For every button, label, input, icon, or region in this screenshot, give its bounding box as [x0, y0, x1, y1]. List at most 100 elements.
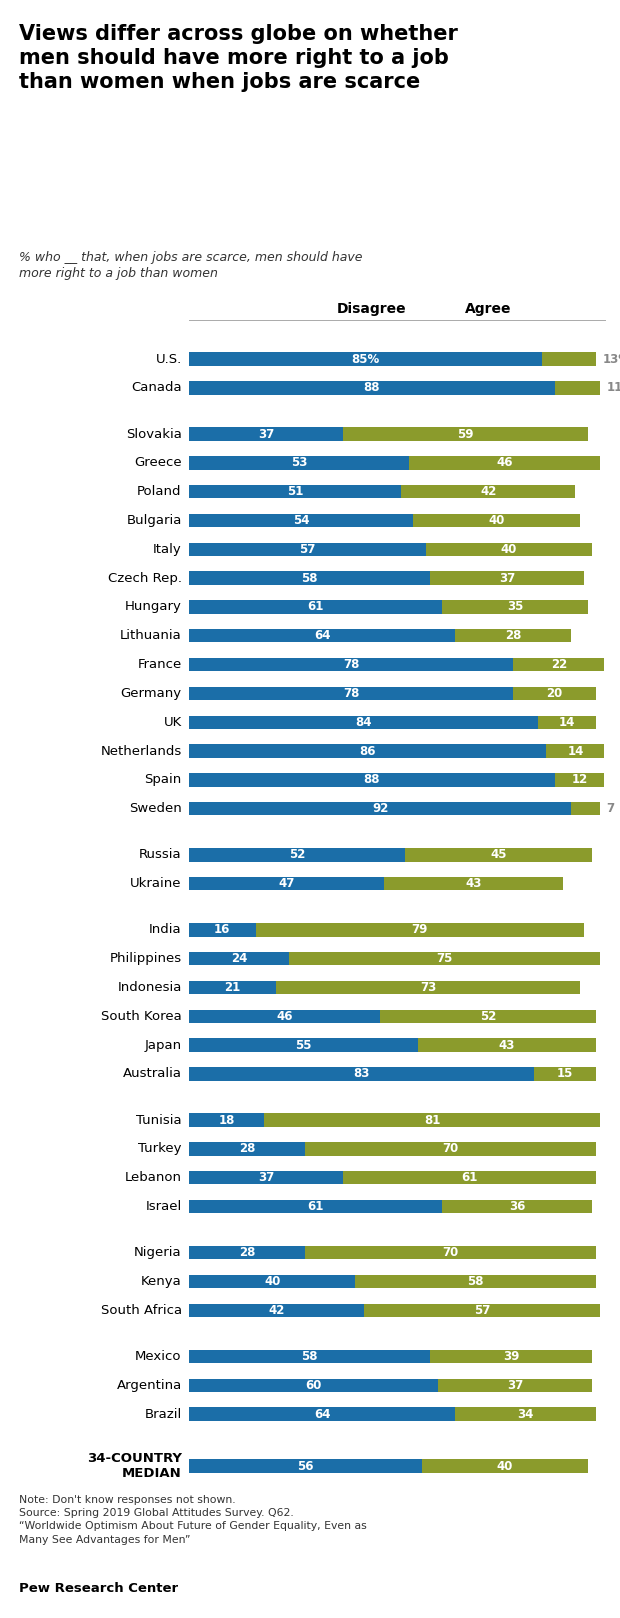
Text: 43: 43 — [466, 877, 482, 890]
Bar — [255, 924, 583, 937]
Bar — [189, 1304, 363, 1317]
Text: 13%: 13% — [603, 353, 620, 366]
Bar — [189, 382, 555, 395]
Bar — [571, 803, 600, 815]
Bar — [189, 1275, 355, 1288]
Bar — [189, 951, 289, 966]
Text: 51: 51 — [287, 485, 303, 498]
Text: UK: UK — [164, 715, 182, 728]
Bar — [189, 427, 343, 440]
Text: 37: 37 — [258, 1171, 274, 1184]
Bar — [414, 515, 580, 527]
Bar — [555, 382, 600, 395]
Text: Lithuania: Lithuania — [120, 629, 182, 642]
Text: Italy: Italy — [153, 542, 182, 557]
Text: 55: 55 — [295, 1039, 312, 1052]
Bar — [401, 485, 575, 498]
Bar — [189, 1459, 422, 1472]
Bar — [189, 485, 401, 498]
Text: 22: 22 — [551, 659, 567, 671]
Bar — [363, 1304, 600, 1317]
Text: 57: 57 — [299, 542, 316, 557]
Bar — [417, 1039, 596, 1052]
Text: 15: 15 — [557, 1068, 574, 1081]
Text: 37: 37 — [498, 571, 515, 584]
Text: Pew Research Center: Pew Research Center — [19, 1582, 178, 1595]
Text: 16: 16 — [214, 924, 231, 937]
Bar — [189, 744, 546, 757]
Bar — [438, 1379, 592, 1391]
Text: Nigeria: Nigeria — [134, 1246, 182, 1259]
Text: 73: 73 — [420, 981, 436, 993]
Text: 45: 45 — [490, 848, 507, 861]
Bar — [189, 1349, 430, 1364]
Text: 21: 21 — [224, 981, 241, 993]
Text: Note: Don't know responses not shown.
Source: Spring 2019 Global Attitudes Surve: Note: Don't know responses not shown. So… — [19, 1495, 366, 1545]
Text: 70: 70 — [443, 1246, 459, 1259]
Bar — [189, 1113, 264, 1126]
Bar — [380, 1010, 596, 1023]
Text: Views differ across globe on whether
men should have more right to a job
than wo: Views differ across globe on whether men… — [19, 24, 458, 92]
Bar — [189, 1171, 343, 1184]
Bar — [189, 600, 443, 613]
Bar — [189, 1039, 417, 1052]
Text: 81: 81 — [424, 1113, 440, 1126]
Text: 64: 64 — [314, 1408, 330, 1421]
Text: 83: 83 — [353, 1068, 370, 1081]
Bar — [189, 848, 405, 862]
Text: 53: 53 — [291, 456, 308, 469]
Text: Tunisia: Tunisia — [136, 1113, 182, 1126]
Bar — [189, 877, 384, 890]
Text: Czech Rep.: Czech Rep. — [108, 571, 182, 584]
Text: Indonesia: Indonesia — [117, 981, 182, 993]
Text: 39: 39 — [503, 1349, 519, 1362]
Bar — [189, 571, 430, 584]
Bar — [542, 353, 596, 366]
Bar — [455, 629, 571, 642]
Bar — [264, 1113, 600, 1126]
Text: 57: 57 — [474, 1304, 490, 1317]
Text: Australia: Australia — [123, 1068, 182, 1081]
Text: 42: 42 — [268, 1304, 285, 1317]
Bar — [426, 542, 592, 557]
Text: 40: 40 — [264, 1275, 280, 1288]
Text: 85%: 85% — [352, 353, 380, 366]
Text: 28: 28 — [239, 1246, 255, 1259]
Text: 58: 58 — [467, 1275, 484, 1288]
Bar — [189, 924, 255, 937]
Text: 59: 59 — [457, 427, 474, 440]
Text: Slovakia: Slovakia — [126, 427, 182, 440]
Text: 47: 47 — [278, 877, 295, 890]
Bar — [189, 981, 277, 993]
Bar — [189, 1201, 443, 1214]
Text: 7: 7 — [606, 803, 614, 815]
Bar — [189, 1408, 455, 1421]
Text: 52: 52 — [480, 1010, 497, 1023]
Bar — [513, 686, 596, 701]
Text: 78: 78 — [343, 688, 360, 701]
Bar — [455, 1408, 596, 1421]
Text: 18: 18 — [218, 1113, 235, 1126]
Bar — [343, 1171, 596, 1184]
Text: 58: 58 — [301, 1349, 318, 1362]
Text: U.S.: U.S. — [156, 353, 182, 366]
Text: 35: 35 — [507, 600, 523, 613]
Bar — [189, 456, 409, 469]
Text: South Africa: South Africa — [100, 1304, 182, 1317]
Text: Brazil: Brazil — [144, 1408, 182, 1421]
Text: Sweden: Sweden — [129, 803, 182, 815]
Bar — [306, 1142, 596, 1155]
Text: Japan: Japan — [144, 1039, 182, 1052]
Bar — [189, 1142, 306, 1155]
Bar — [189, 542, 426, 557]
Text: 40: 40 — [501, 542, 517, 557]
Text: 70: 70 — [443, 1142, 459, 1155]
Text: Greece: Greece — [134, 456, 182, 469]
Text: 14: 14 — [559, 715, 575, 728]
Bar — [555, 773, 604, 786]
Text: 86: 86 — [360, 744, 376, 757]
Text: 12: 12 — [572, 773, 588, 786]
Text: 78: 78 — [343, 659, 360, 671]
Text: 54: 54 — [293, 515, 309, 527]
Text: Ukraine: Ukraine — [130, 877, 182, 890]
